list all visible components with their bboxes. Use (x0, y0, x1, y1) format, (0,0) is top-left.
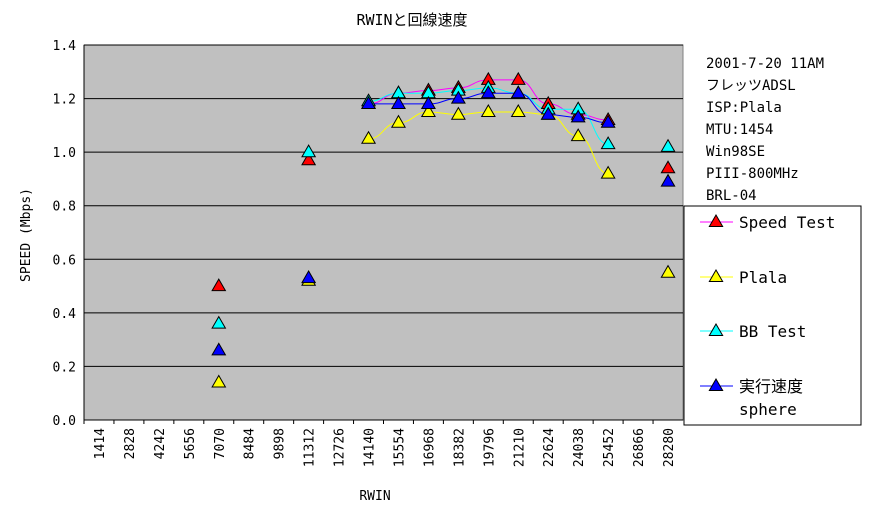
data-point (570, 109, 586, 123)
legend-marker (708, 322, 724, 337)
x-tick-label: 11312 (303, 428, 318, 467)
y-tick-label: 1.0 (53, 146, 76, 161)
legend-label: Plala (739, 268, 787, 287)
data-point (480, 85, 496, 99)
note-line: PIII-800MHz (706, 166, 799, 182)
x-tick-label: 18382 (452, 428, 467, 467)
data-point (361, 95, 377, 109)
data-point (480, 103, 496, 118)
legend-label: sphere (739, 400, 797, 419)
y-axis-ticks: 0.0 0.2 0.4 0.6 0.8 1.0 1.2 1.4 (53, 39, 77, 429)
data-point (600, 165, 616, 179)
y-tick-label: 1.2 (53, 93, 76, 108)
note-line: BRL-04 (706, 188, 757, 204)
test-conditions-note: 2001-7-20 11AM フレッツADSL ISP:Plala MTU:1454 W… (706, 56, 824, 204)
data-point (660, 160, 676, 174)
data-point (211, 278, 227, 292)
data-point (510, 71, 526, 85)
legend-marker (708, 377, 724, 392)
x-tick-label: 22624 (542, 428, 557, 467)
x-tick-label: 9898 (273, 428, 288, 459)
legend-marker (708, 213, 724, 228)
note-line: 2001-7-20 11AM (706, 56, 824, 72)
data-point (600, 114, 616, 128)
y-tick-label: 0.6 (53, 253, 76, 268)
x-tick-label: 7070 (213, 428, 228, 459)
note-line: フレッツADSL (706, 78, 796, 94)
y-tick-label: 1.4 (53, 39, 77, 54)
data-point (660, 138, 676, 152)
x-tick-label: 2828 (123, 428, 138, 459)
data-point (660, 264, 676, 278)
x-tick-label: 14140 (363, 428, 378, 467)
data-point (390, 114, 406, 128)
data-point (211, 374, 227, 388)
data-point (211, 342, 227, 356)
x-tick-label: 21210 (512, 428, 527, 467)
data-point (510, 103, 526, 118)
data-point (211, 315, 227, 329)
data-point (450, 90, 466, 104)
legend-label: 実行速度 (739, 377, 803, 396)
legend-label: Speed Test (739, 213, 835, 232)
legend-label: BB Test (739, 322, 806, 341)
data-point (301, 270, 317, 284)
chart-title: RWINと回線速度 (356, 11, 467, 29)
x-tick-label: 26866 (632, 428, 647, 467)
x-tick-label: 4242 (153, 428, 168, 459)
data-point (420, 95, 436, 109)
note-line: ISP:Plala (706, 100, 782, 116)
legend-marker (708, 268, 724, 283)
x-tick-label: 16968 (422, 428, 437, 467)
data-point (301, 152, 317, 166)
y-tick-label: 0.4 (53, 307, 77, 322)
data-point (570, 128, 586, 142)
x-tick-label: 1414 (93, 428, 108, 459)
data-point (600, 136, 616, 150)
x-tick-label: 19796 (482, 428, 497, 467)
plot-area (83, 44, 684, 421)
note-line: Win98SE (706, 144, 765, 160)
data-point (660, 173, 676, 187)
data-point (420, 103, 436, 118)
y-tick-label: 0.8 (53, 200, 76, 215)
data-point (301, 144, 317, 158)
data-point (361, 130, 377, 144)
y-axis-title: SPEED (Mbps) (19, 188, 34, 282)
x-tick-label: 8484 (243, 428, 258, 459)
y-tick-label: 0.0 (53, 414, 76, 429)
x-tick-label: 15554 (392, 428, 407, 467)
plot-background (83, 44, 684, 421)
x-axis-title: RWIN (359, 489, 390, 504)
note-line: MTU:1454 (706, 122, 773, 138)
data-point (450, 106, 466, 120)
data-point (390, 95, 406, 109)
y-tick-label: 0.2 (53, 360, 76, 375)
x-tick-label: 25452 (602, 428, 617, 467)
data-point (510, 85, 526, 99)
x-tick-label: 24038 (572, 428, 587, 467)
data-point (540, 106, 556, 120)
x-axis-ticks: 1414 2828 4242 5656 7070 8484 9898 11312 12726 14… (83, 420, 677, 467)
legend: Speed Test Plala BB Test 実行速度 sphere (683, 205, 862, 426)
x-tick-label: 28280 (662, 428, 677, 467)
x-tick-label: 5656 (183, 428, 198, 459)
x-tick-label: 12726 (333, 428, 348, 467)
series-markers (211, 71, 676, 388)
